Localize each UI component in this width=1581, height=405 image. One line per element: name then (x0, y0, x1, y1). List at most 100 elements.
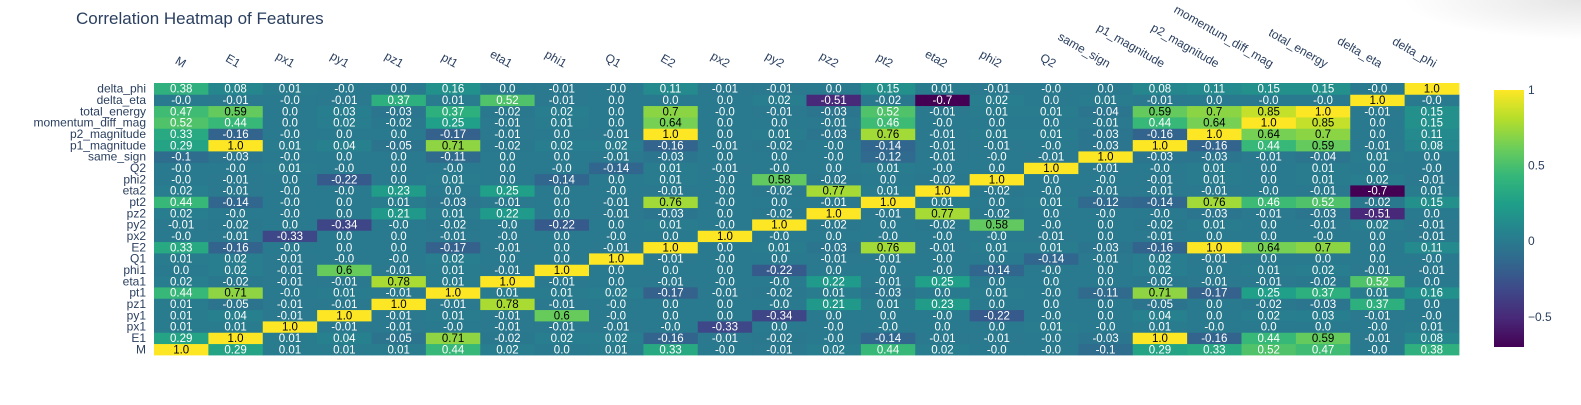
heatmap-cell[interactable] (806, 207, 862, 220)
heatmap-cell[interactable] (317, 173, 372, 186)
heatmap-cell[interactable] (752, 230, 807, 243)
heatmap-cell[interactable] (534, 162, 590, 175)
heatmap-cell[interactable] (262, 139, 318, 152)
heatmap-cell[interactable] (643, 162, 699, 175)
heatmap-cell[interactable] (317, 128, 372, 141)
heatmap-cell[interactable] (534, 105, 590, 118)
heatmap-cell[interactable] (208, 207, 264, 220)
heatmap-cell[interactable] (317, 139, 372, 152)
heatmap-cell[interactable] (643, 298, 699, 311)
heatmap-cell[interactable] (589, 275, 644, 288)
heatmap-cell[interactable] (1295, 105, 1351, 118)
heatmap-cell[interactable] (371, 162, 427, 175)
heatmap-cell[interactable] (425, 298, 481, 311)
heatmap-cell[interactable] (1078, 173, 1134, 186)
heatmap-cell[interactable] (317, 105, 372, 118)
heatmap-cell[interactable] (1404, 332, 1460, 345)
heatmap-cell[interactable] (915, 219, 971, 231)
heatmap-cell[interactable] (1295, 343, 1351, 356)
heatmap-cell[interactable] (425, 173, 481, 186)
heatmap-cell[interactable] (1078, 343, 1134, 356)
heatmap-cell[interactable] (480, 343, 536, 356)
heatmap-cell[interactable] (915, 343, 971, 356)
heatmap-cell[interactable] (317, 94, 372, 107)
heatmap-cell[interactable] (208, 173, 264, 186)
heatmap-cell[interactable] (752, 332, 807, 345)
heatmap-cell[interactable] (1295, 94, 1351, 107)
heatmap-cell[interactable] (208, 83, 264, 95)
heatmap-cell[interactable] (1295, 117, 1351, 129)
heatmap-cell[interactable] (806, 298, 862, 311)
heatmap-cell[interactable] (1078, 321, 1134, 333)
heatmap-cell[interactable] (208, 287, 264, 299)
heatmap-cell[interactable] (969, 332, 1025, 345)
heatmap-cell[interactable] (1295, 230, 1351, 243)
heatmap-cell[interactable] (1187, 332, 1242, 345)
heatmap-cell[interactable] (262, 196, 318, 209)
heatmap-cell[interactable] (643, 253, 699, 265)
heatmap-cell[interactable] (480, 253, 536, 265)
heatmap-cell[interactable] (371, 219, 427, 231)
heatmap-cell[interactable] (697, 173, 753, 186)
heatmap-cell[interactable] (860, 83, 916, 95)
heatmap-cell[interactable] (1350, 162, 1406, 175)
heatmap-cell[interactable] (860, 275, 916, 288)
heatmap-cell[interactable] (1024, 207, 1079, 220)
heatmap-cell[interactable] (262, 151, 318, 163)
heatmap-cell[interactable] (1241, 139, 1297, 152)
heatmap-cell[interactable] (752, 151, 807, 163)
heatmap-cell[interactable] (1404, 241, 1460, 254)
heatmap-cell[interactable] (1350, 83, 1406, 95)
heatmap-cell[interactable] (589, 117, 644, 129)
heatmap-cell[interactable] (425, 185, 481, 197)
heatmap-cell[interactable] (752, 343, 807, 356)
heatmap-cell[interactable] (697, 253, 753, 265)
heatmap-cell[interactable] (1241, 173, 1297, 186)
heatmap-cell[interactable] (371, 128, 427, 141)
heatmap-cell[interactable] (480, 287, 536, 299)
heatmap-cell[interactable] (1241, 105, 1297, 118)
heatmap-cell[interactable] (860, 173, 916, 186)
heatmap-cell[interactable] (1078, 219, 1134, 231)
heatmap-cell[interactable] (1350, 151, 1406, 163)
heatmap-cell[interactable] (1132, 332, 1188, 345)
heatmap-cell[interactable] (1404, 343, 1460, 356)
heatmap-cell[interactable] (1241, 117, 1297, 129)
heatmap-cell[interactable] (969, 196, 1025, 209)
heatmap-cell[interactable] (534, 321, 590, 333)
heatmap-cell[interactable] (317, 287, 372, 299)
heatmap-cell[interactable] (589, 264, 644, 277)
heatmap-cell[interactable] (697, 139, 753, 152)
heatmap-cell[interactable] (262, 332, 318, 345)
heatmap-cell[interactable] (154, 117, 209, 129)
heatmap-cell[interactable] (1132, 264, 1188, 277)
heatmap-cell[interactable] (154, 253, 209, 265)
heatmap-cell[interactable] (1404, 207, 1460, 220)
heatmap-cell[interactable] (534, 139, 590, 152)
heatmap-cell[interactable] (1187, 309, 1242, 322)
heatmap-cell[interactable] (425, 241, 481, 254)
heatmap-cell[interactable] (806, 196, 862, 209)
heatmap-cell[interactable] (480, 321, 536, 333)
heatmap-cell[interactable] (915, 264, 971, 277)
heatmap-cell[interactable] (1404, 253, 1460, 265)
heatmap-cell[interactable] (806, 309, 862, 322)
heatmap-cell[interactable] (752, 185, 807, 197)
heatmap-cell[interactable] (534, 253, 590, 265)
heatmap-cell[interactable] (371, 185, 427, 197)
heatmap-cell[interactable] (317, 343, 372, 356)
heatmap-cell[interactable] (371, 139, 427, 152)
heatmap-cell[interactable] (1350, 128, 1406, 141)
heatmap-cell[interactable] (1241, 230, 1297, 243)
heatmap-cell[interactable] (697, 332, 753, 345)
heatmap-cell[interactable] (534, 185, 590, 197)
heatmap-cell[interactable] (806, 253, 862, 265)
heatmap-cell[interactable] (534, 287, 590, 299)
heatmap-cell[interactable] (1024, 162, 1079, 175)
heatmap-cell[interactable] (1241, 162, 1297, 175)
heatmap-cell[interactable] (643, 128, 699, 141)
heatmap-cell[interactable] (1241, 241, 1297, 254)
heatmap-cell[interactable] (697, 151, 753, 163)
heatmap-cell[interactable] (154, 128, 209, 141)
heatmap-cell[interactable] (425, 287, 481, 299)
